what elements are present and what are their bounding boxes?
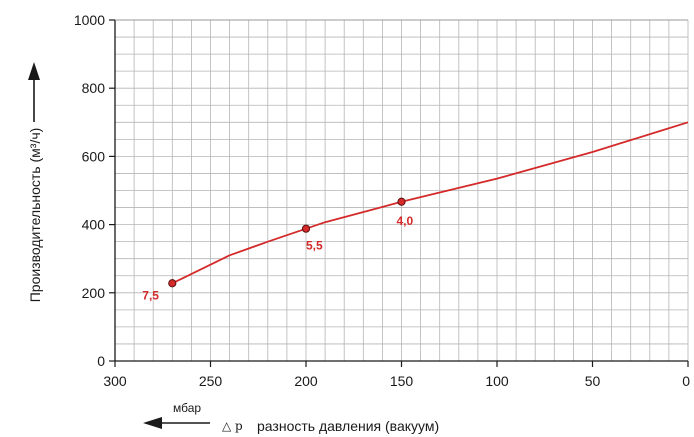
series [171, 121, 689, 285]
y-axis-label: Производительность (м³/ч) [27, 128, 43, 303]
data-point [168, 279, 177, 288]
data-point-label: 7,5 [142, 288, 159, 302]
series-line [171, 121, 689, 285]
tick-labels: 0 200 400 600 800 1000 300 250 200 150 100 50 0 [74, 12, 690, 389]
x-tick-label: 300 [103, 373, 127, 389]
data-point-label: 4,0 [397, 214, 414, 228]
data-point [301, 224, 311, 233]
x-tick-label: 200 [294, 373, 318, 389]
markers: 7,5 5,5 4,0 [142, 197, 414, 302]
y-axis-arrow [28, 62, 40, 122]
y-tick-label: 600 [82, 148, 106, 164]
y-tick-label: 0 [97, 353, 105, 369]
grid [114, 19, 689, 362]
x-tick-label: 0 [682, 373, 690, 389]
x-axis-arrow [143, 417, 210, 429]
x-tick-label: 250 [199, 373, 223, 389]
y-tick-label: 400 [82, 217, 106, 233]
y-tick-label: 1000 [74, 12, 105, 28]
x-axis-unit: мбар [173, 401, 201, 415]
data-point-label: 5,5 [306, 239, 323, 253]
x-axis-symbol: △ p [222, 419, 243, 433]
x-tick-label: 50 [585, 373, 601, 389]
y-tick-label: 800 [82, 80, 106, 96]
y-tick-label: 200 [82, 285, 106, 301]
x-tick-label: 150 [390, 373, 414, 389]
axes [109, 19, 689, 367]
x-axis-label: разность давления (вакуум) [257, 418, 439, 434]
data-point [397, 197, 406, 206]
x-tick-label: 100 [485, 373, 509, 389]
